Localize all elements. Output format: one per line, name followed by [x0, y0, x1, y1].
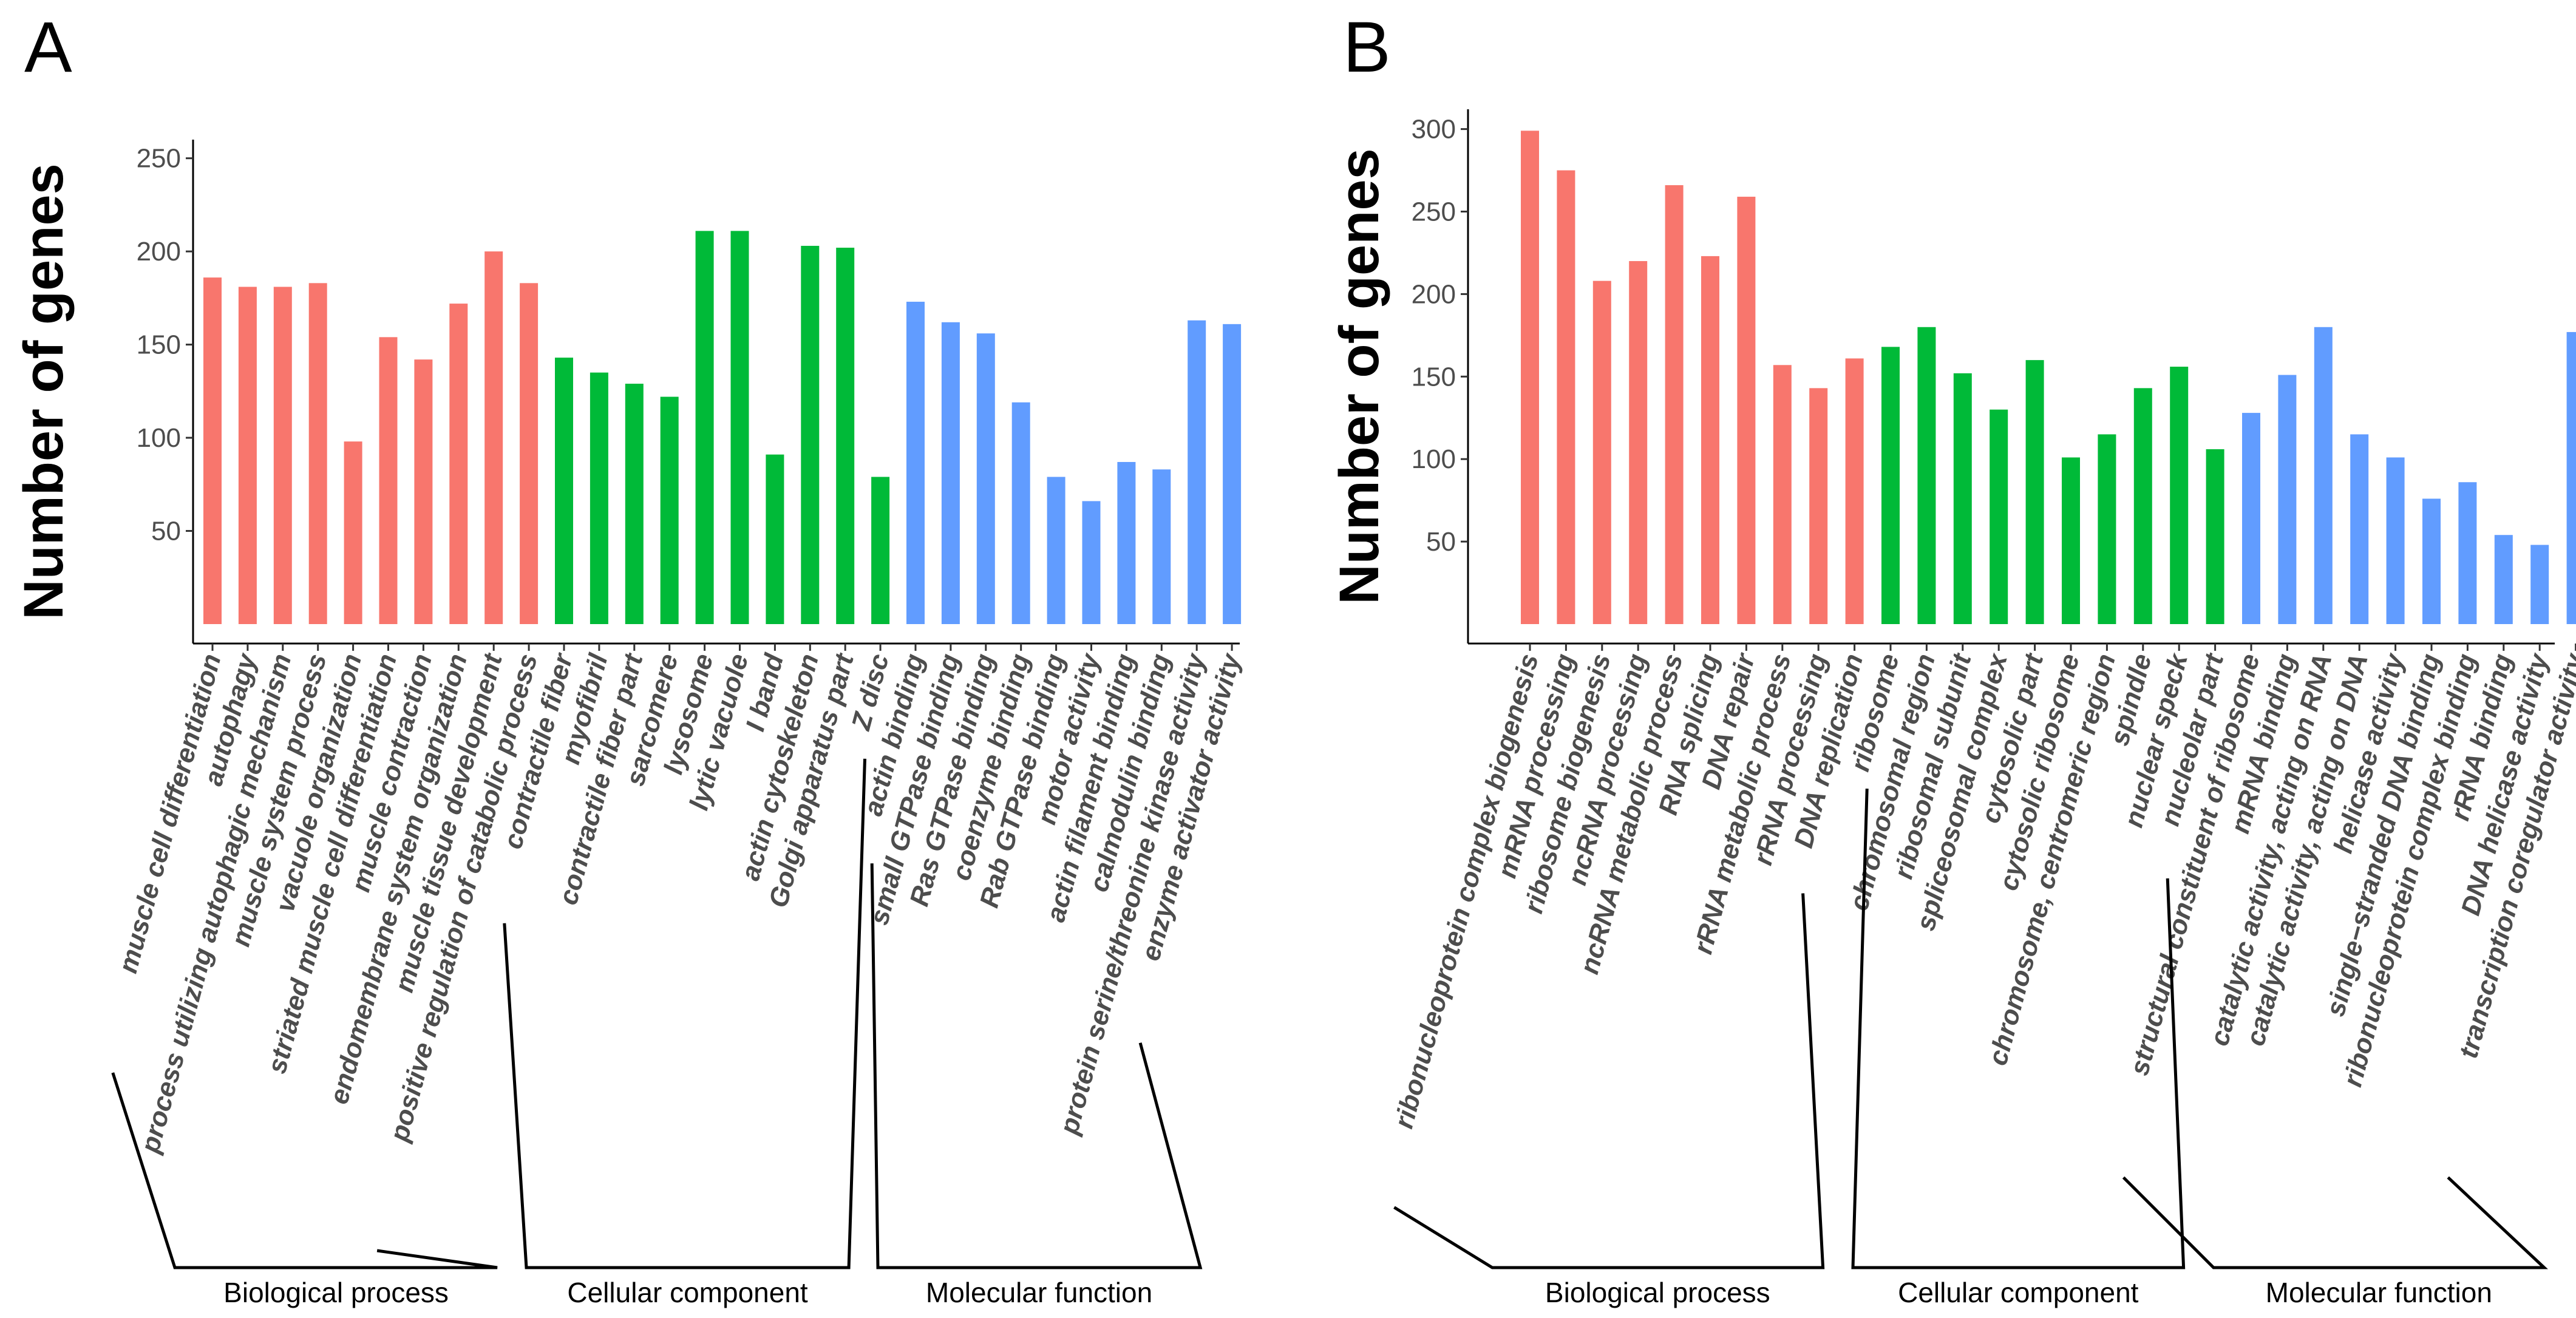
bar: [484, 251, 503, 625]
bar: [1188, 320, 1206, 624]
group-bracket: [870, 863, 1203, 1269]
bar: [2530, 545, 2549, 624]
bar: [695, 231, 714, 624]
bar: [941, 322, 960, 624]
y-tick-label: 250: [137, 144, 181, 174]
y-tick-label: 50: [1426, 527, 1456, 557]
y-tick-label: 250: [1412, 197, 1456, 227]
bar: [520, 283, 539, 624]
y-tick-label: 150: [137, 330, 181, 360]
bar: [1809, 388, 1828, 624]
bar: [273, 287, 292, 624]
y-axis-label: Number of genes: [1328, 148, 1390, 604]
bar: [2386, 457, 2405, 624]
y-tick-label: 100: [1412, 444, 1456, 474]
group-label: Molecular function: [926, 1277, 1152, 1308]
y-tick-label: 150: [1412, 362, 1456, 392]
bar: [1223, 324, 1242, 624]
bar: [976, 333, 995, 624]
bar: [1773, 365, 1792, 624]
group-label: Biological process: [1545, 1277, 1770, 1308]
bar: [730, 231, 749, 624]
bar: [203, 277, 222, 625]
bar: [2350, 434, 2369, 624]
panel-b: B Number of genes 50 100 150 200 250 300 ribonuc…: [1328, 7, 2576, 1308]
bar: [801, 245, 820, 624]
group-bracket: [2122, 1176, 2548, 1269]
bar: [1011, 402, 1030, 624]
bar: [1953, 373, 1972, 624]
y-tick-label: 100: [137, 423, 181, 453]
bar: [414, 359, 433, 624]
bar: [2098, 434, 2116, 624]
group-bracket: [1851, 788, 2186, 1269]
bar: [1521, 131, 1539, 625]
bar: [871, 477, 890, 624]
bar: [379, 337, 398, 624]
bar: [2422, 498, 2441, 624]
bar: [590, 372, 608, 624]
bar: [344, 441, 362, 624]
group-label: Cellular component: [567, 1277, 808, 1308]
y-tick-label: 300: [1412, 115, 1456, 144]
bar: [660, 396, 679, 624]
y-tick-label: 200: [1412, 279, 1456, 309]
group-label: Molecular function: [2266, 1277, 2492, 1308]
bar: [555, 358, 573, 624]
group-label: Cellular component: [1898, 1277, 2139, 1308]
bar: [2062, 457, 2080, 624]
bar: [1047, 477, 1065, 624]
group-bracket: [1393, 893, 1825, 1269]
y-tick-label: 50: [151, 517, 181, 546]
bar: [2494, 535, 2513, 624]
bar: [2025, 360, 2044, 624]
bar: [1082, 501, 1101, 624]
bar: [1881, 347, 1900, 624]
group-bracket: [503, 758, 866, 1269]
bar: [1117, 461, 1136, 624]
group-bracket: [111, 1072, 498, 1269]
bar: [1152, 469, 1171, 624]
bar: [1917, 327, 1936, 624]
bar: [2278, 375, 2297, 624]
bar: [2458, 482, 2477, 624]
bar: [238, 287, 257, 624]
bar: [2133, 388, 2152, 624]
bar: [906, 302, 925, 624]
bar: [2206, 449, 2224, 624]
bar: [449, 304, 468, 625]
bar: [1665, 185, 1684, 624]
x-tick-label: ribonucleoprotein complex biogenesis: [1389, 651, 1545, 1132]
bar: [2170, 367, 2189, 624]
bar: [1737, 197, 1756, 624]
bar: [766, 454, 784, 624]
panel-letter: B: [1343, 7, 1391, 87]
bar: [1701, 256, 1719, 624]
bar: [2566, 331, 2576, 624]
bar: [2242, 413, 2260, 624]
panel-letter: A: [24, 7, 72, 87]
group-label: Biological process: [223, 1277, 449, 1308]
bar: [2314, 327, 2333, 624]
bar: [1557, 170, 1575, 625]
y-axis-label: Number of genes: [13, 163, 75, 619]
bar: [625, 384, 644, 624]
bar: [308, 283, 327, 624]
bar: [1629, 261, 1648, 624]
bar: [1845, 358, 1864, 624]
bar: [1592, 280, 1611, 625]
bar: [836, 248, 855, 624]
bar: [1990, 409, 2008, 624]
y-tick-label: 200: [137, 237, 181, 267]
